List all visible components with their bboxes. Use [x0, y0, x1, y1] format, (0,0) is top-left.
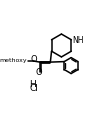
- Text: O: O: [35, 68, 42, 77]
- Text: H: H: [30, 80, 36, 89]
- Text: O: O: [30, 55, 37, 64]
- Text: Cl: Cl: [30, 84, 38, 93]
- Text: NH: NH: [72, 36, 84, 45]
- Text: methoxy: methoxy: [0, 58, 27, 63]
